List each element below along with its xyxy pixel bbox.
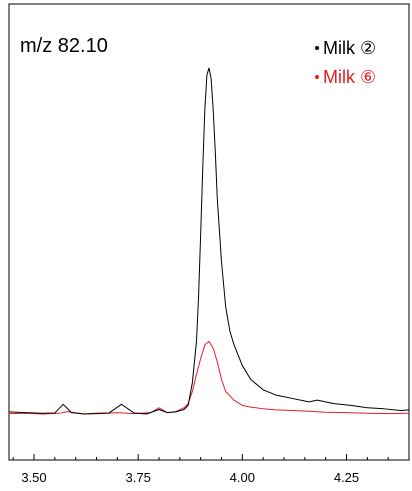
legend-marker-1 <box>315 46 319 50</box>
x-axis: 3.50 3.75 4.00 4.25 <box>12 454 410 485</box>
legend-label-2: Milk ⑥ <box>323 67 376 87</box>
series-layer <box>8 67 410 415</box>
x-tick-label: 4.00 <box>230 470 255 485</box>
legend: Milk ② Milk ⑥ <box>315 38 376 87</box>
series-line-2 <box>8 340 410 415</box>
x-tick-label: 3.75 <box>126 470 151 485</box>
x-tick-label: 3.50 <box>21 470 46 485</box>
chart-title: m/z 82.10 <box>20 35 108 57</box>
series-line-1 <box>8 67 410 415</box>
legend-label-1: Milk ② <box>323 38 376 58</box>
plot-frame <box>8 3 410 461</box>
legend-marker-2 <box>315 75 319 79</box>
x-tick-label: 4.25 <box>334 470 359 485</box>
